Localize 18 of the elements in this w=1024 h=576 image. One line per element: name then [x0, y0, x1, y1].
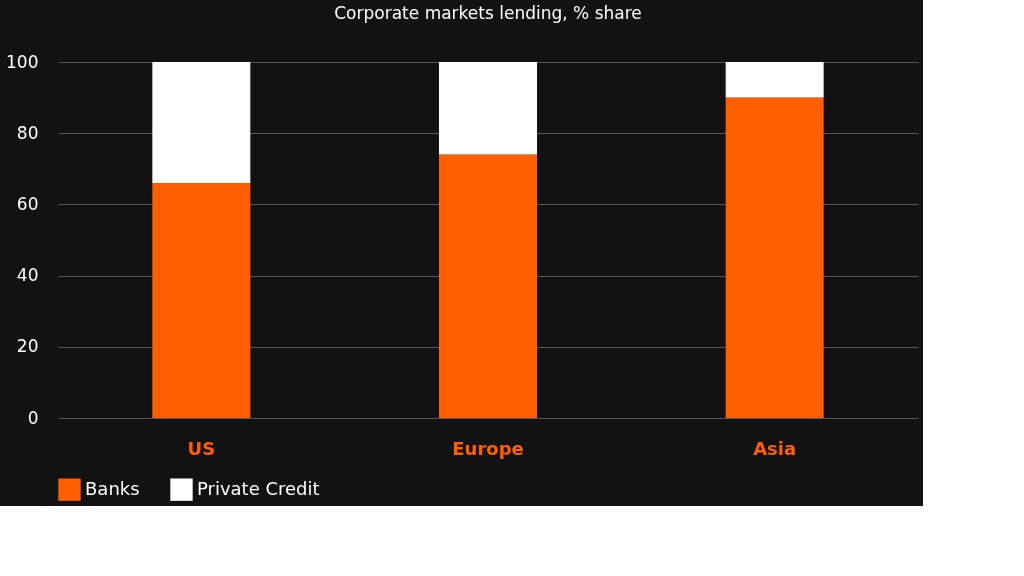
legend-label: Banks: [85, 477, 140, 499]
y-tick-label: 40: [16, 265, 39, 286]
bar: [152, 183, 251, 418]
chart-title: Corporate markets lending, % share: [334, 3, 642, 23]
y-tick-label: 100: [6, 51, 39, 72]
bar: [439, 62, 537, 155]
x-tick-label: US: [187, 437, 216, 459]
y-tick-label: 60: [16, 193, 39, 214]
y-tick-label: 80: [16, 122, 39, 143]
y-tick-label: 20: [16, 336, 39, 357]
bar: [725, 62, 824, 98]
bar: [439, 154, 537, 418]
bar: [725, 97, 824, 418]
x-tick-label: Asia: [753, 437, 797, 459]
x-tick-label: Europe: [452, 437, 524, 459]
y-tick-label: 0: [27, 407, 39, 428]
bar: [152, 62, 251, 184]
legend-label: Private Credit: [197, 477, 320, 499]
